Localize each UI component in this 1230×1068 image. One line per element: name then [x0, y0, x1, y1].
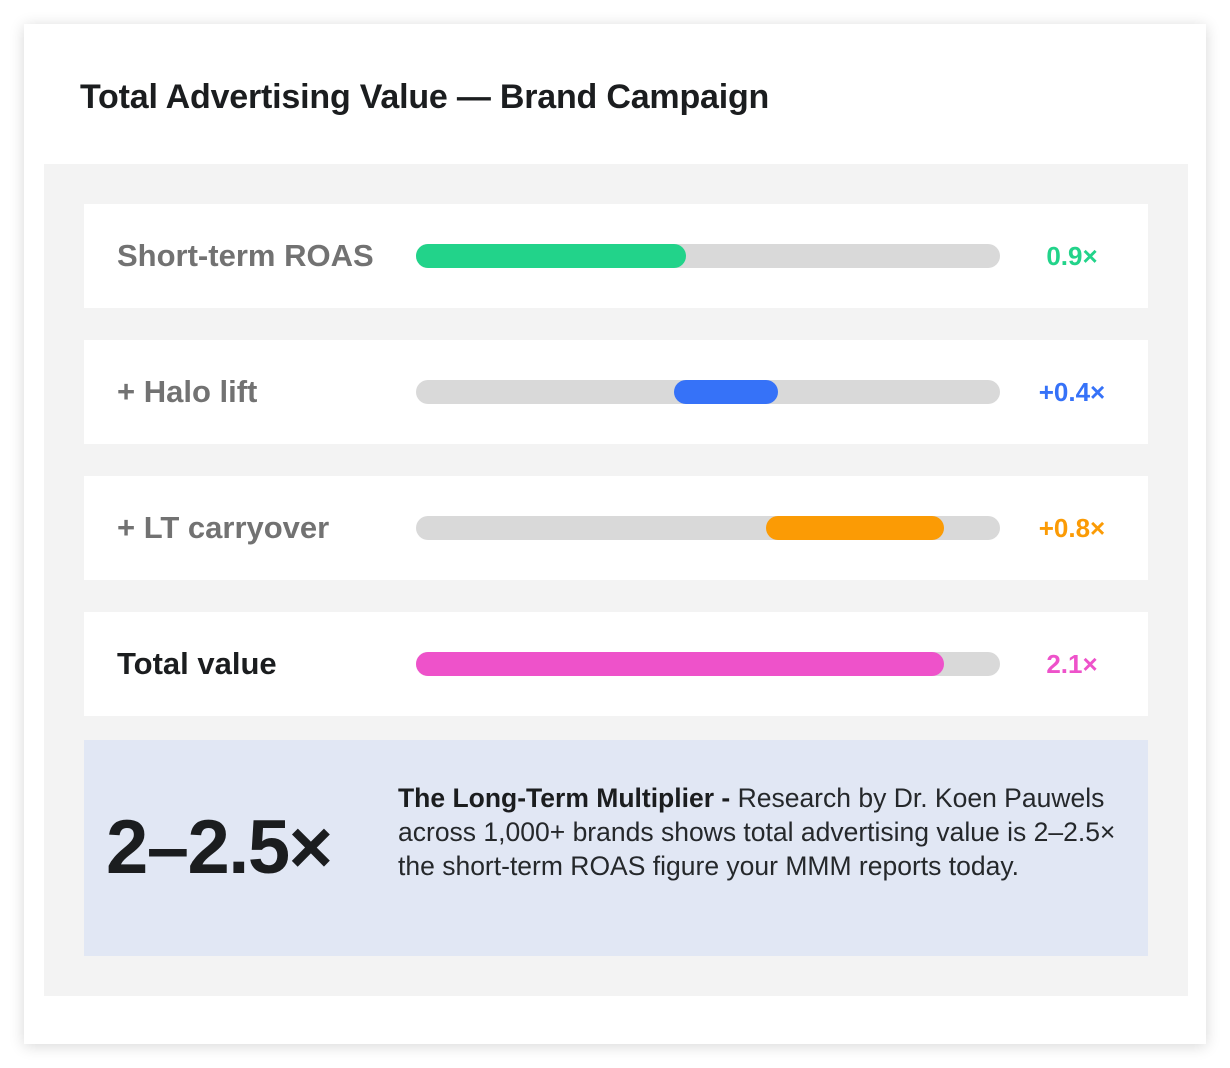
row-value: +0.8×: [1038, 513, 1106, 543]
row-value: +0.4×: [1038, 377, 1106, 407]
bar-row-total-value: Total value 2.1×: [84, 612, 1148, 716]
row-label: Short-term ROAS: [117, 238, 374, 273]
row-value: 0.9×: [1046, 241, 1098, 271]
row-label: + LT carryover: [117, 510, 330, 545]
big-stat: 2–2.5×: [106, 805, 333, 890]
bar-fill-halo: [674, 380, 778, 404]
chart-panel: Short-term ROAS 0.9× + Halo lift +0.4× +…: [44, 164, 1188, 996]
callout-text: The Long-Term Multiplier - Research by D…: [398, 781, 1128, 883]
chart-title: Total Advertising Value — Brand Campaign: [80, 78, 770, 116]
bar-fill-total: [416, 652, 944, 676]
bar-fill-carryover: [766, 516, 944, 540]
chart-card: Total Advertising Value — Brand Campaign…: [24, 24, 1206, 1044]
multiplier-callout: 2–2.5× The Long-Term Multiplier - Resear…: [84, 740, 1148, 956]
bar-row-lt-carryover: + LT carryover +0.8×: [84, 476, 1148, 580]
callout-heading: The Long-Term Multiplier -: [398, 783, 731, 813]
callout-body: Research by Dr. Koen Pauwels across 1,00…: [398, 783, 1116, 881]
bar-track: [416, 652, 1000, 676]
bar-track: [416, 380, 1000, 404]
bar-fill-short-term: [416, 244, 686, 268]
bar-row-halo-lift: + Halo lift +0.4×: [84, 340, 1148, 444]
row-label: + Halo lift: [117, 374, 258, 409]
row-label: Total value: [117, 646, 277, 681]
bar-track: [416, 516, 1000, 540]
bar-row-short-term-roas: Short-term ROAS 0.9×: [84, 204, 1148, 308]
bar-track: [416, 244, 1000, 268]
row-value: 2.1×: [1046, 649, 1098, 679]
